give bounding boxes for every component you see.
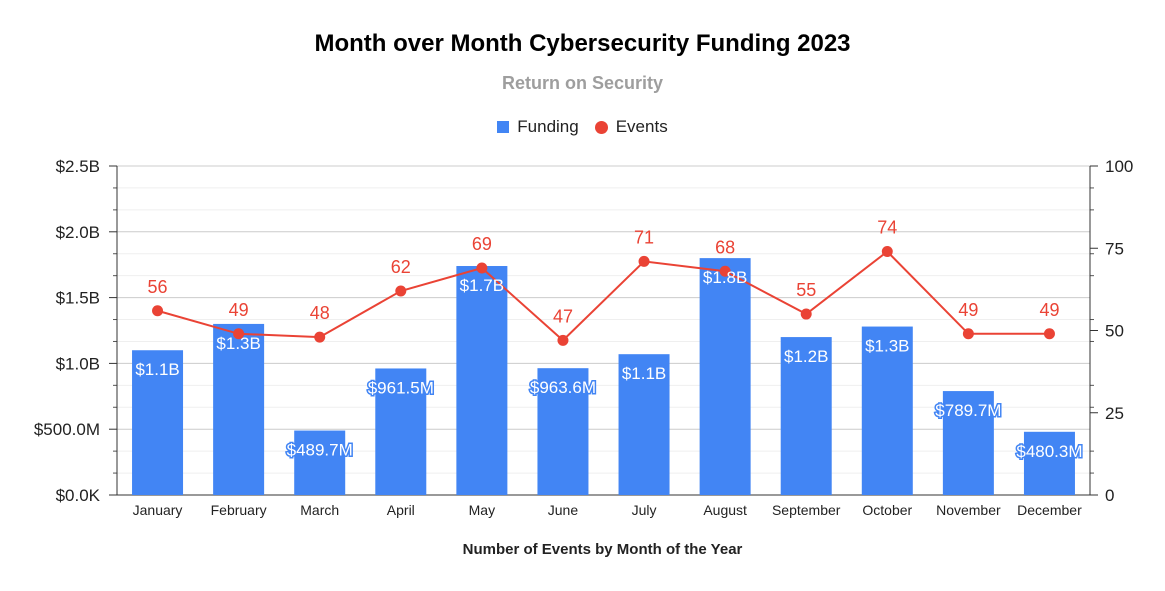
event-data-label: 56 — [148, 277, 168, 297]
event-point — [800, 308, 812, 320]
bar-data-label: $489.7M — [287, 441, 353, 460]
event-data-label: 49 — [958, 300, 978, 320]
x-axis-category-label: July — [632, 502, 657, 518]
event-point — [962, 328, 974, 340]
bar-funding — [375, 368, 427, 495]
event-point — [152, 305, 164, 317]
left-axis-tick-label: $0.0K — [56, 486, 101, 505]
legend-label-funding: Funding — [517, 117, 579, 136]
legend-item-events: Events — [594, 117, 668, 137]
x-axis-category-label: August — [703, 502, 747, 518]
left-axis-tick-label: $2.0B — [56, 223, 100, 242]
legend-swatch-funding — [497, 121, 510, 133]
event-data-label: 49 — [229, 300, 249, 320]
event-data-label: 74 — [877, 218, 897, 238]
event-data-label: 47 — [553, 306, 573, 326]
bar-data-label: $1.2B — [784, 347, 828, 366]
bar-funding — [213, 323, 265, 495]
legend: Funding Events — [0, 117, 1165, 137]
bar-data-label: $1.7B — [460, 276, 504, 295]
bar-funding — [942, 391, 994, 495]
event-point — [881, 246, 893, 258]
bar-data-label: $1.8B — [703, 268, 747, 287]
x-axis-category-label: April — [387, 502, 415, 518]
left-axis-tick-label: $1.5B — [56, 289, 100, 308]
bar-data-label: $963.6M — [530, 378, 596, 397]
bar-data-label: $961.5M — [368, 378, 434, 397]
right-axis-tick-label: 100 — [1105, 157, 1133, 176]
x-axis-category-label: October — [862, 502, 912, 518]
bar-funding — [780, 337, 832, 495]
events-series-line — [157, 250, 1050, 342]
event-point — [1043, 328, 1055, 340]
right-axis-tick-label: 50 — [1105, 322, 1124, 341]
event-data-label: 68 — [715, 237, 735, 257]
event-point — [314, 331, 326, 343]
x-axis-category-label: November — [936, 502, 1001, 518]
event-point — [638, 255, 650, 267]
x-axis-title: Number of Events by Month of the Year — [462, 541, 743, 558]
x-axis-category-label: December — [1017, 502, 1082, 518]
bar-funding — [537, 368, 589, 495]
x-axis-category-label: February — [211, 502, 267, 518]
bar-data-label: $1.3B — [216, 334, 260, 353]
x-axis-category-label: June — [548, 502, 579, 518]
x-axis-category-label: January — [133, 502, 183, 518]
bar-data-label: $1.3B — [865, 337, 909, 356]
bar-funding — [132, 350, 184, 495]
event-data-label: 71 — [634, 227, 654, 247]
event-data-label: 48 — [310, 303, 330, 323]
event-point — [719, 265, 731, 277]
x-axis-category-label: March — [300, 502, 339, 518]
bar-funding — [456, 266, 508, 495]
event-point — [476, 262, 488, 274]
event-data-label: 55 — [796, 280, 816, 300]
x-axis-category-label: May — [469, 502, 495, 518]
left-axis-tick-label: $2.5B — [56, 157, 100, 176]
bar-data-label: $789.7M — [935, 401, 1001, 420]
bar-data-label: $480.3M — [1016, 442, 1082, 461]
x-axis-category-label: September — [772, 502, 841, 518]
bar-data-label: $1.1B — [135, 360, 179, 379]
right-axis-tick-label: 25 — [1105, 404, 1124, 423]
right-axis-tick-label: 75 — [1105, 239, 1124, 258]
left-axis-tick-label: $1.0B — [56, 354, 100, 373]
legend-item-funding: Funding — [497, 117, 579, 137]
left-axis-tick-label: $500.0M — [34, 420, 100, 439]
event-data-label: 49 — [1039, 300, 1059, 320]
legend-swatch-events — [594, 120, 608, 134]
event-data-label: 69 — [472, 234, 492, 254]
bar-data-label: $1.1B — [622, 364, 666, 383]
event-point — [557, 334, 569, 346]
legend-label-events: Events — [615, 117, 668, 136]
right-axis-tick-label: 0 — [1105, 486, 1114, 505]
event-data-label: 62 — [391, 257, 411, 277]
bar-funding — [699, 258, 751, 495]
bar-funding — [861, 326, 913, 495]
chart-subtitle: Return on Security — [501, 73, 664, 93]
bar-funding — [294, 430, 346, 495]
event-point — [233, 328, 245, 340]
bar-funding — [618, 354, 670, 495]
chart-title: Month over Month Cybersecurity Funding 2… — [314, 30, 851, 57]
bar-funding — [1023, 431, 1075, 495]
event-point — [395, 285, 407, 297]
